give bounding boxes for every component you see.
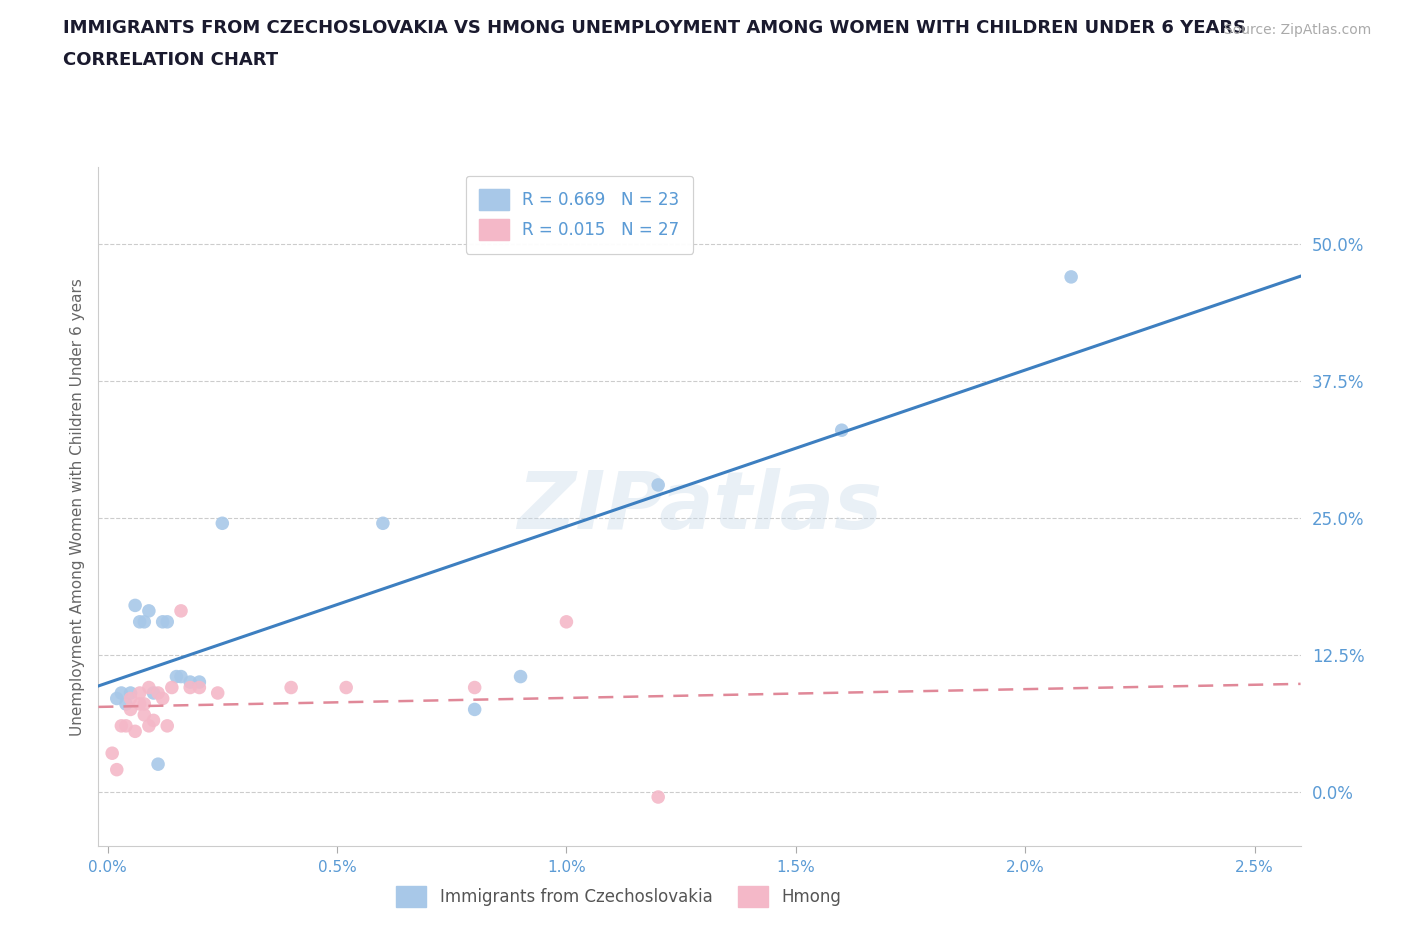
- Point: [464, 702, 486, 717]
- Point: [110, 718, 132, 733]
- Point: [152, 691, 174, 706]
- Point: [179, 680, 201, 695]
- Point: [335, 680, 357, 695]
- Text: ZIPatlas: ZIPatlas: [517, 468, 882, 546]
- Point: [124, 724, 146, 738]
- Point: [152, 615, 174, 630]
- Point: [280, 680, 302, 695]
- Point: [115, 697, 138, 711]
- Point: [120, 691, 142, 706]
- Point: [211, 516, 233, 531]
- Point: [142, 713, 165, 728]
- Point: [138, 680, 160, 695]
- Point: [464, 680, 486, 695]
- Legend: R = 0.669   N = 23, R = 0.015   N = 27: R = 0.669 N = 23, R = 0.015 N = 27: [465, 176, 693, 254]
- Y-axis label: Unemployment Among Women with Children Under 6 years: Unemployment Among Women with Children U…: [69, 278, 84, 736]
- Point: [1060, 270, 1083, 285]
- Text: IMMIGRANTS FROM CZECHOSLOVAKIA VS HMONG UNEMPLOYMENT AMONG WOMEN WITH CHILDREN U: IMMIGRANTS FROM CZECHOSLOVAKIA VS HMONG …: [63, 19, 1246, 36]
- Point: [142, 685, 165, 700]
- Point: [179, 674, 201, 689]
- Text: Source: ZipAtlas.com: Source: ZipAtlas.com: [1223, 23, 1371, 37]
- Point: [101, 746, 124, 761]
- Point: [110, 685, 132, 700]
- Point: [120, 702, 142, 717]
- Point: [509, 670, 531, 684]
- Point: [128, 615, 150, 630]
- Point: [170, 604, 193, 618]
- Point: [170, 670, 193, 684]
- Point: [188, 680, 211, 695]
- Point: [146, 757, 169, 772]
- Point: [647, 477, 669, 492]
- Point: [138, 718, 160, 733]
- Point: [105, 763, 128, 777]
- Point: [831, 423, 853, 438]
- Point: [134, 697, 156, 711]
- Point: [124, 598, 146, 613]
- Point: [134, 615, 156, 630]
- Point: [207, 685, 229, 700]
- Point: [146, 685, 169, 700]
- Point: [120, 685, 142, 700]
- Point: [188, 674, 211, 689]
- Point: [134, 708, 156, 723]
- Point: [165, 670, 187, 684]
- Point: [115, 718, 138, 733]
- Point: [105, 691, 128, 706]
- Point: [647, 790, 669, 804]
- Point: [371, 516, 394, 531]
- Text: CORRELATION CHART: CORRELATION CHART: [63, 51, 278, 69]
- Point: [160, 680, 183, 695]
- Point: [128, 685, 150, 700]
- Point: [156, 615, 179, 630]
- Legend: Immigrants from Czechoslovakia, Hmong: Immigrants from Czechoslovakia, Hmong: [387, 876, 851, 917]
- Point: [555, 615, 578, 630]
- Point: [156, 718, 179, 733]
- Point: [128, 697, 150, 711]
- Point: [138, 604, 160, 618]
